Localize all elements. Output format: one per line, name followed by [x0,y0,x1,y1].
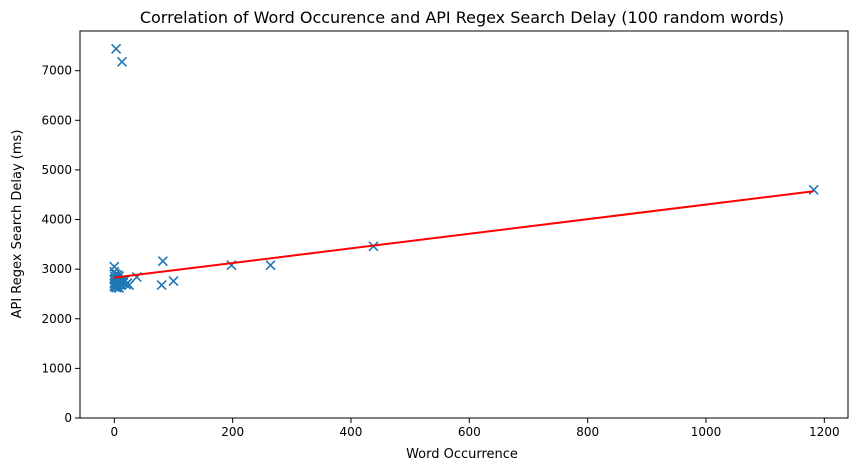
x-axis: 0 200 400 600 800 1000 1200 [110,418,840,439]
data-point [124,279,135,291]
x-tick-label: 1000 [691,425,722,439]
data-point [808,184,819,195]
x-tick-label: 0 [110,425,118,439]
y-axis: 0 1000 2000 3000 4000 5000 6000 7000 [41,64,80,425]
y-tick-label: 3000 [41,262,72,276]
data-point [168,275,179,287]
x-tick-label: 200 [221,425,244,439]
data-point [157,256,168,267]
regression-line [114,190,814,279]
y-tick-label: 1000 [41,361,72,375]
x-tick-label: 1200 [809,425,840,439]
x-axis-label: Word Occurrence [406,447,518,462]
data-point [111,43,122,54]
x-tick-label: 600 [458,425,481,439]
y-tick-label: 2000 [41,312,72,326]
y-tick-label: 5000 [41,163,72,177]
chart-title: Correlation of Word Occurence and API Re… [140,8,784,27]
x-tick-label: 800 [576,425,599,439]
data-points [109,43,819,294]
y-tick-label: 7000 [41,64,72,78]
plot-area-frame [79,30,849,419]
y-tick-label: 6000 [41,113,72,127]
data-point [265,260,276,271]
regression-line-group [114,190,814,279]
y-tick-label: 4000 [41,213,72,227]
x-tick-label: 400 [340,425,363,439]
data-point [116,56,128,67]
data-point [156,279,167,291]
y-tick-label: 0 [64,411,72,425]
y-axis-label: API Regex Search Delay (ms) [10,130,25,319]
